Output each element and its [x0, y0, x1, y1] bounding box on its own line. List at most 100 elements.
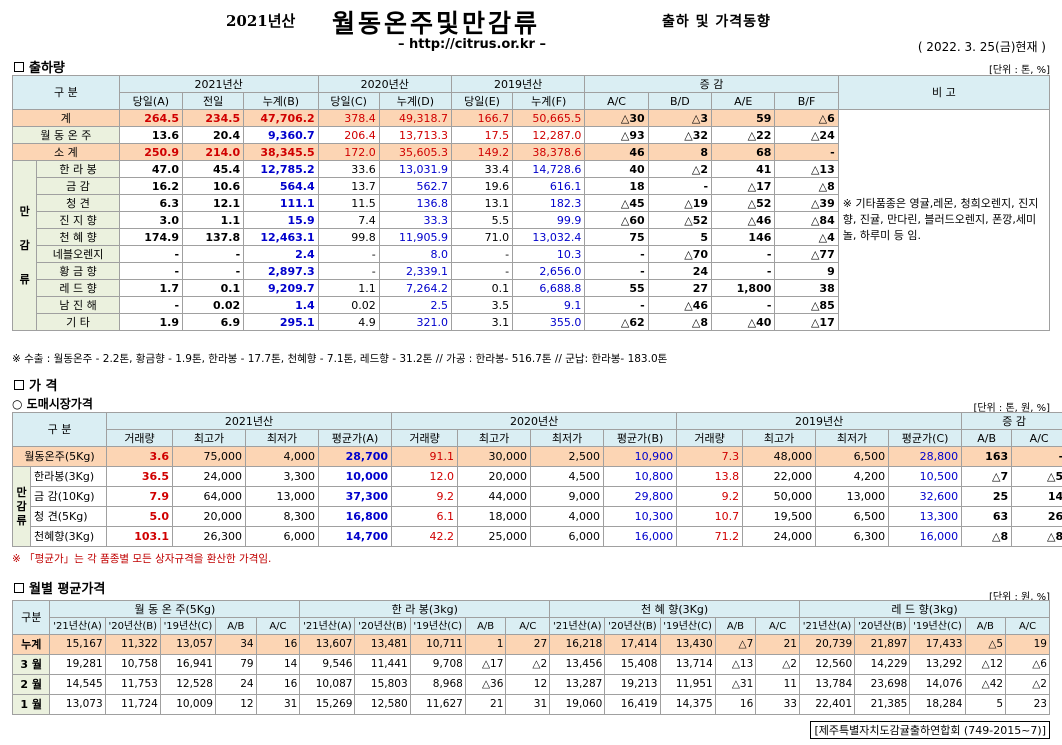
data-cell: 6,000 — [245, 526, 319, 547]
table-row: 네블오렌지 - -2.4-8.0-10.3- △70- △77 — [13, 245, 1050, 263]
row-label: 기 타 — [36, 313, 120, 331]
data-cell: 24,000 — [742, 526, 817, 547]
data-cell: 7,264.2 — [378, 279, 452, 297]
monthly-subheader: '19년산(C) — [659, 617, 716, 635]
data-cell: 1.4 — [243, 296, 319, 314]
data-cell: 13,032.4 — [512, 228, 586, 246]
data-cell: 11,753 — [104, 674, 161, 695]
table-row: 청 견 6.3 12.1 111.1 11.5 136.8 13.1 182.3 △45 △19 △… — [13, 194, 1050, 212]
data-cell: 15,408 — [604, 654, 661, 675]
price-header-category: 구 분 — [12, 412, 107, 447]
data-cell: - — [711, 245, 776, 263]
data-cell: 11,627 — [409, 694, 466, 715]
data-cell: 63 — [961, 506, 1013, 527]
data-cell: - — [118, 262, 184, 280]
data-cell: △84 — [774, 211, 839, 229]
data-cell: △8 — [961, 526, 1013, 547]
data-cell: 19.6 — [450, 177, 514, 195]
data-cell: 13,057 — [159, 634, 216, 655]
data-cell: 55 — [584, 279, 649, 297]
data-cell: 16 — [714, 694, 757, 715]
data-cell: 10,087 — [299, 674, 356, 695]
data-cell: 13,031.9 — [378, 160, 452, 178]
data-cell: 13,784 — [798, 674, 856, 695]
data-cell: - — [317, 262, 380, 280]
data-cell: 13,430 — [659, 634, 716, 655]
data-cell: 13,300 — [888, 506, 963, 527]
data-cell: 10,800 — [603, 466, 678, 487]
data-cell: - — [317, 245, 380, 263]
data-cell: 12 — [214, 694, 257, 715]
data-cell: 12,463.1 — [243, 228, 319, 246]
data-cell: - — [450, 262, 514, 280]
price-subheader: A/B — [961, 429, 1013, 447]
data-cell: 15,167 — [49, 634, 106, 655]
monthly-subheader: '20년산(B) — [854, 617, 911, 635]
data-cell: 10.7 — [676, 506, 744, 527]
data-cell: 24 — [214, 674, 257, 695]
data-cell: 79 — [214, 654, 257, 675]
data-cell: 11,951 — [659, 674, 716, 695]
data-cell: △39 — [774, 194, 839, 212]
monthly-subheader: A/B — [714, 617, 757, 635]
data-cell: 34 — [214, 634, 257, 655]
data-cell: 16,000 — [603, 526, 678, 547]
data-cell: △46 — [711, 211, 776, 229]
side-char: 류 — [19, 272, 30, 286]
table-row: 황 금 향 - -2,897.3-2,339.1-2,656.0-24-9 — [13, 262, 1050, 280]
data-cell: 36.5 — [106, 466, 173, 487]
data-cell: 5 — [647, 228, 713, 246]
price-subheader: 거래량 — [676, 429, 744, 447]
monthly-subheader: A/C — [755, 617, 800, 635]
data-cell: 7.9 — [106, 486, 173, 507]
data-cell: △30 — [584, 109, 649, 127]
data-cell: 9,000 — [530, 486, 605, 507]
row-label: 천 혜 향 — [36, 228, 120, 246]
data-cell: 3.0 — [118, 211, 184, 229]
data-cell: 9.2 — [676, 486, 744, 507]
data-cell: 182.3 — [512, 194, 586, 212]
row-label: 한라봉(3Kg) — [30, 466, 107, 487]
price-header-change: 증 감 — [961, 412, 1062, 430]
remark-cell: ※ 기타품종은 영귤,레몬, 청희오렌지, 진지향, 진귤, 만다린, 블러드오… — [837, 109, 1051, 331]
data-cell: 14,076 — [909, 674, 966, 695]
data-cell: 174.9 — [118, 228, 184, 246]
year-label: 2021년산 — [226, 12, 296, 30]
checkbox-icon — [14, 61, 24, 72]
data-cell: 12,287.0 — [512, 126, 586, 144]
data-cell: - — [450, 245, 514, 263]
data-cell: 21,897 — [854, 634, 911, 655]
data-cell: 11,905.9 — [378, 228, 452, 246]
data-cell: 22,000 — [742, 466, 817, 487]
data-cell: 33.4 — [450, 160, 514, 178]
monthly-subheader: A/B — [214, 617, 257, 635]
data-cell: △2 — [755, 654, 800, 675]
data-cell: △45 — [584, 194, 649, 212]
data-cell: 16,419 — [604, 694, 661, 715]
data-cell: 59 — [711, 109, 776, 127]
price-header-2020: 2020년산 — [391, 412, 678, 430]
header-today-c: 당일(C) — [317, 92, 380, 110]
data-cell: 4,000 — [530, 506, 605, 527]
monthly-subheader: '20년산(B) — [354, 617, 411, 635]
data-cell: △19 — [647, 194, 713, 212]
header-cum-f: 누계(F) — [512, 92, 586, 110]
data-cell: 149.2 — [450, 143, 514, 161]
data-cell: 19,060 — [549, 694, 606, 715]
data-cell: 16 — [255, 674, 301, 695]
data-cell: 6.3 — [118, 194, 184, 212]
price-header-2019: 2019년산 — [676, 412, 963, 430]
as-of-date: ( 2022. 3. 25(금)현재 ) — [917, 40, 1046, 54]
data-cell: △3 — [647, 109, 713, 127]
data-cell: 146 — [711, 228, 776, 246]
side-char: 류 — [16, 513, 27, 527]
data-cell: 5.5 — [450, 211, 514, 229]
data-cell: - — [584, 245, 649, 263]
table-row: 누계 15,167 11,322 13,057 34 16 13,607 13,481 10,7… — [11, 634, 1050, 655]
data-cell: 10,009 — [159, 694, 216, 715]
table-row: 천혜향(3Kg) 103.1 26,300 6,000 14,700 42.2 25,000… — [13, 526, 1062, 547]
monthly-subheader: '19년산(C) — [909, 617, 966, 635]
data-cell: 11.5 — [317, 194, 380, 212]
page-header: 2021년산 월동온주및만감류 출하 및 가격동향 — [0, 6, 1062, 38]
data-cell: 6,300 — [815, 526, 890, 547]
